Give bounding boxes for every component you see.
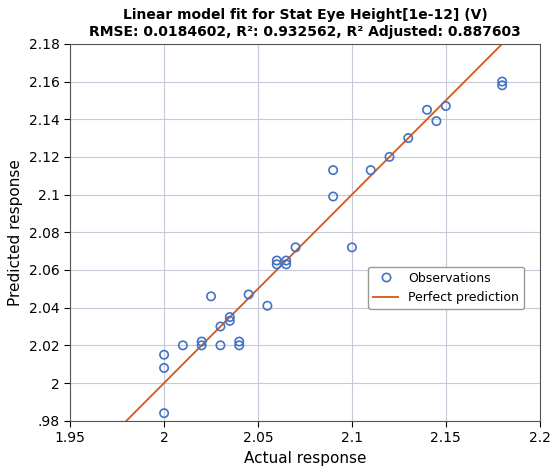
Point (423, 106, 432, 114)
Title: Linear model fit for Stat Eye Height[1e-12] (V)
RMSE: 0.0184602, R²: 0.932562, R: Linear model fit for Stat Eye Height[1e-… (89, 9, 521, 38)
Point (197, 338, 206, 346)
Point (404, 134, 413, 142)
Point (498, 78, 506, 85)
Point (235, 338, 244, 346)
Legend: Observations, Perfect prediction: Observations, Perfect prediction (368, 267, 524, 309)
Point (442, 102, 451, 110)
Point (272, 257, 281, 264)
Point (272, 261, 281, 268)
Point (244, 291, 253, 298)
Point (291, 244, 300, 251)
Point (329, 193, 338, 201)
Point (216, 342, 225, 349)
Point (282, 261, 291, 268)
Point (207, 292, 216, 300)
Point (348, 244, 357, 251)
Point (366, 166, 375, 174)
Point (160, 410, 169, 417)
X-axis label: Actual response: Actual response (244, 451, 366, 465)
Point (282, 257, 291, 264)
Point (178, 342, 187, 349)
Y-axis label: Predicted response: Predicted response (8, 159, 23, 306)
Point (329, 166, 338, 174)
Point (225, 313, 234, 321)
Point (225, 317, 234, 325)
Point (432, 118, 441, 125)
Point (263, 302, 272, 310)
Point (498, 82, 506, 89)
Point (235, 342, 244, 349)
Point (216, 323, 225, 330)
Point (197, 342, 206, 349)
Point (385, 153, 394, 161)
Point (160, 364, 169, 372)
Point (160, 351, 169, 358)
